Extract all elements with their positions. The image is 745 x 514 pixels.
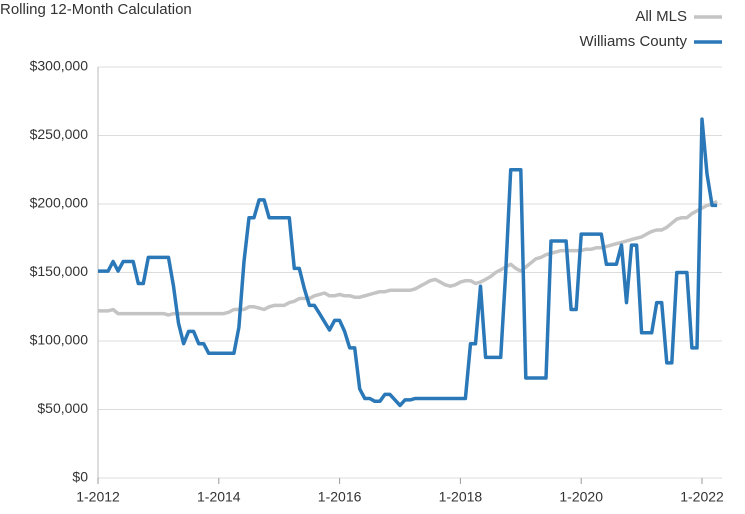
x-tick-label: 1-2014 [197,489,241,505]
series-line [98,117,718,408]
legend-label: All MLS [635,8,687,25]
x-tick-label: 1-2022 [680,489,724,505]
y-tick-label: $0 [72,469,88,485]
x-tick-label: 1-2012 [76,489,120,505]
series-line [98,199,718,317]
chart-title: Rolling 12-Month Calculation [0,1,192,18]
y-tick-label: $250,000 [30,126,89,142]
legend-label: Williams County [579,33,687,50]
y-tick-label: $50,000 [37,400,88,416]
x-tick-label: 1-2020 [559,489,603,505]
y-tick-label: $200,000 [30,195,89,211]
y-tick-label: $300,000 [30,58,89,74]
y-tick-label: $100,000 [30,332,89,348]
x-tick-label: 1-2018 [439,489,483,505]
x-tick-label: 1-2016 [318,489,362,505]
y-tick-label: $150,000 [30,263,89,279]
